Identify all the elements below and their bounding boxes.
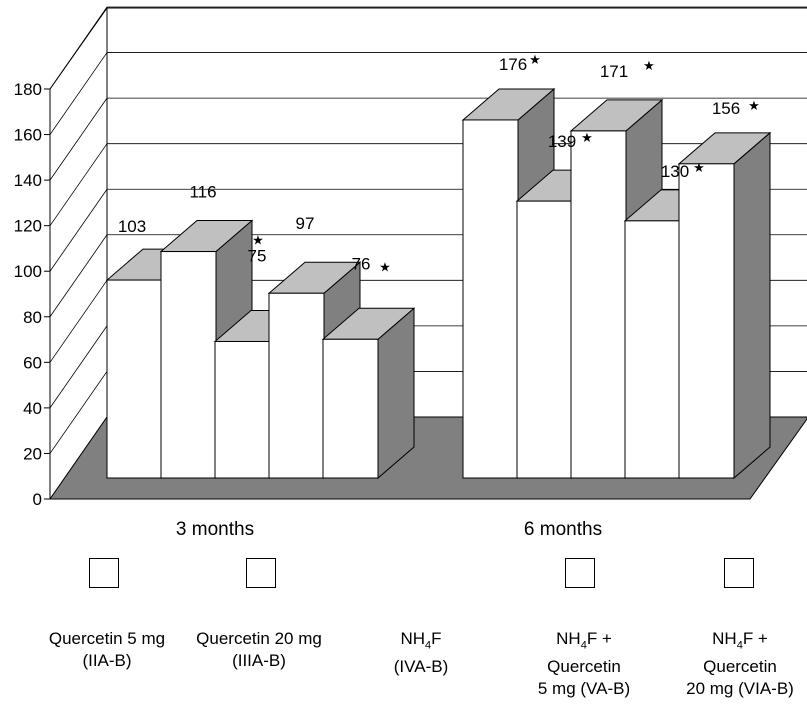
- gridline-side: [49, 325, 108, 409]
- y-tick-label: 100: [14, 262, 42, 281]
- y-tick-label: 40: [23, 399, 42, 418]
- gridline-side: [49, 188, 108, 272]
- y-tick-label: 120: [14, 217, 42, 236]
- group-labels: 3 months 6 months: [176, 519, 602, 540]
- bar: [624, 220, 681, 479]
- y-tick-label: 60: [23, 353, 42, 372]
- data-label: 76: [352, 254, 371, 273]
- y-tick-label: 160: [14, 126, 42, 145]
- gridline-side: [49, 280, 108, 363]
- data-label: 176: [499, 55, 527, 74]
- data-label: 97: [296, 214, 315, 233]
- legend-label: NH4F (IVA-B): [393, 629, 449, 677]
- legend-label: Quercetin 20 mg (IIIA-B): [196, 629, 322, 670]
- data-label: 171: [600, 62, 628, 81]
- significance-star: ★: [581, 131, 593, 146]
- legend-label: NH4F + Quercetin 20 mg (VIA-B): [686, 629, 794, 699]
- y-tick-label: 140: [14, 171, 42, 190]
- bar: [462, 119, 519, 479]
- legend-swatch: [246, 558, 276, 588]
- gridline-side: [49, 52, 108, 135]
- significance-star: ★: [748, 99, 760, 114]
- legend-label: NH4F + Quercetin 5 mg (VA-B): [537, 629, 631, 699]
- significance-star: ★: [379, 260, 391, 275]
- bar: [268, 292, 325, 479]
- bar: [570, 130, 627, 479]
- group-label: 3 months: [176, 519, 254, 540]
- data-label: 116: [189, 183, 216, 202]
- bar-side: [733, 131, 771, 480]
- gridline-side: [49, 97, 108, 181]
- data-label: 139: [548, 132, 576, 151]
- legend-swatch: [724, 558, 754, 588]
- gridline-side: [49, 143, 108, 226]
- bar: [322, 338, 379, 479]
- gridline-side: [49, 234, 108, 318]
- bar: [678, 163, 735, 479]
- gridline-side: [49, 6, 108, 90]
- data-label: 156: [712, 99, 740, 118]
- gridline-side: [49, 371, 108, 454]
- significance-star: ★: [252, 233, 264, 248]
- y-axis: 0 20 40 60 80 100 120 140 160 180: [14, 80, 51, 509]
- significance-star: ★: [529, 53, 541, 68]
- y-tick-label: 20: [23, 444, 42, 463]
- significance-star: ★: [693, 161, 705, 176]
- legend-swatch: [565, 558, 595, 588]
- group-label: 6 months: [524, 519, 602, 540]
- bar: [214, 340, 271, 479]
- legend-swatch: [89, 558, 119, 588]
- data-label: 75: [248, 246, 267, 265]
- significance-star: ★: [643, 59, 655, 74]
- data-label: 130: [661, 162, 689, 181]
- y-tick-label: 0: [33, 490, 42, 509]
- legend-label: Quercetin 5 mg (IIA-B): [48, 629, 166, 670]
- bar: [106, 279, 163, 479]
- chart-bars: [105, 87, 772, 480]
- y-tick-label: 80: [23, 308, 42, 327]
- data-label: 103: [118, 217, 146, 236]
- bar: [160, 251, 217, 479]
- y-tick-label: 180: [14, 80, 42, 99]
- bar: [516, 200, 573, 479]
